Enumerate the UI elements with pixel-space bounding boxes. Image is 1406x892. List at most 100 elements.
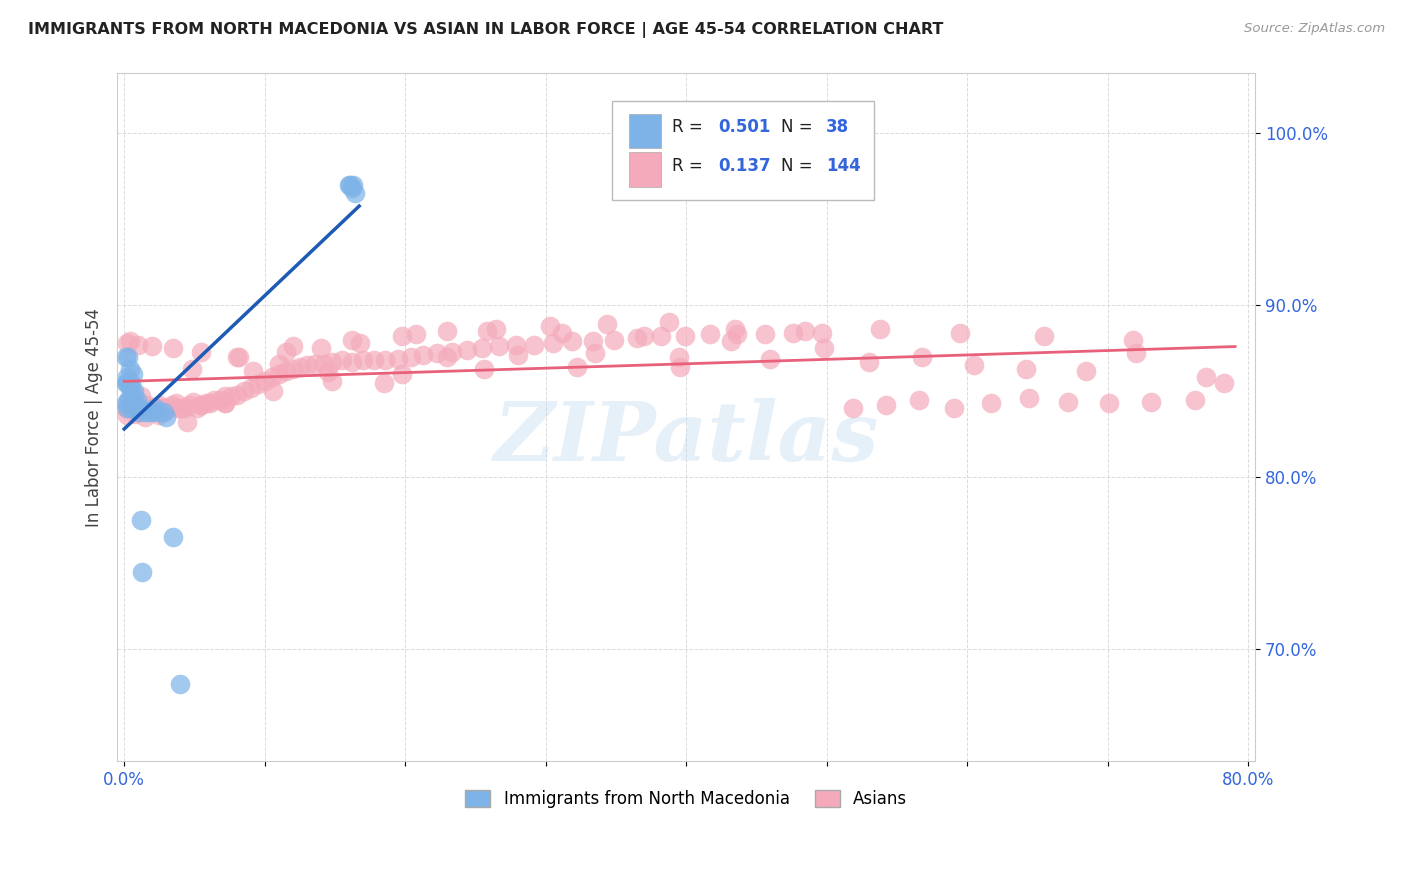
Point [225,350,247,364]
Point [274,344,297,359]
Point [214,396,236,410]
Point [811,326,834,340]
Point [759,351,782,366]
Legend: Immigrants from North Macedonia, Asians: Immigrants from North Macedonia, Asians [458,783,914,814]
Point [316,365,339,379]
Point [128,401,150,416]
Point [488,339,510,353]
Point [561,334,583,349]
Point [583,346,606,360]
Point [208,392,231,407]
Point [148,401,170,416]
Point [869,322,891,336]
Point [124,407,146,421]
Point [949,326,972,340]
Point [858,355,880,369]
Text: N =: N = [780,119,817,136]
Point [129,513,152,527]
Point [114,376,136,390]
Point [330,353,353,368]
Point [121,398,143,412]
Point [875,398,897,412]
Point [405,327,427,342]
Point [115,336,138,351]
Point [626,331,648,345]
Point [262,384,284,399]
Point [115,370,138,384]
Point [391,367,413,381]
Point [141,405,163,419]
Point [391,329,413,343]
Point [155,410,177,425]
Point [349,336,371,351]
Point [114,350,136,364]
Point [139,401,162,416]
Point [1195,370,1218,384]
Point [118,362,141,376]
Point [115,409,138,423]
Point [699,327,721,342]
Point [232,384,254,399]
Point [127,338,149,352]
Point [117,401,139,416]
Point [225,387,247,401]
Point [118,392,141,407]
Point [135,398,157,412]
Point [295,359,318,373]
Point [166,401,188,416]
Point [436,324,458,338]
Point [156,401,179,416]
Text: 38: 38 [827,119,849,136]
Point [214,389,236,403]
Point [194,396,217,410]
Point [673,329,696,343]
Point [117,376,139,390]
Point [190,398,212,412]
Point [782,326,804,340]
Point [794,324,817,338]
Point [720,334,742,349]
Point [131,401,153,416]
Point [143,401,166,416]
Point [148,398,170,412]
Point [121,367,143,381]
Point [253,374,276,388]
Point [363,353,385,368]
Point [160,398,183,412]
Point [162,531,184,545]
Point [456,343,478,357]
Point [352,353,374,368]
Point [471,341,494,355]
Bar [630,153,661,186]
Point [129,389,152,403]
Point [165,396,187,410]
Point [143,401,166,416]
Point [374,353,396,368]
Point [754,327,776,342]
Text: 144: 144 [827,157,860,175]
Point [472,362,495,376]
Point [399,350,422,364]
Point [343,186,366,201]
Point [114,401,136,416]
Point [198,396,221,410]
Point [152,401,174,416]
Point [911,350,934,364]
Point [485,322,508,336]
Point [181,394,204,409]
Point [120,384,142,399]
Point [169,401,191,416]
Point [725,327,748,342]
Point [214,396,236,410]
Point [134,410,156,425]
Point [115,376,138,390]
Point [340,355,363,369]
Text: R =: R = [672,119,709,136]
Text: Source: ZipAtlas.com: Source: ZipAtlas.com [1244,22,1385,36]
FancyBboxPatch shape [612,101,875,201]
Point [122,401,145,416]
Point [658,315,681,329]
Point [169,676,191,690]
Point [582,334,605,349]
Point [908,392,931,407]
